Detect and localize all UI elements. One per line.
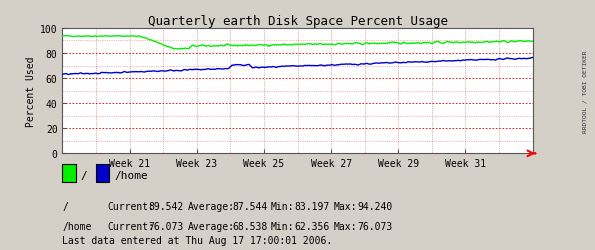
Text: 87.544: 87.544 <box>232 201 267 211</box>
Text: /: / <box>80 170 87 180</box>
Text: /home: /home <box>62 221 92 231</box>
Y-axis label: Percent Used: Percent Used <box>26 56 36 126</box>
Text: 76.073: 76.073 <box>357 221 392 231</box>
Text: Current:: Current: <box>107 201 154 211</box>
Text: Average:: Average: <box>187 221 234 231</box>
Title: Quarterly earth Disk Space Percent Usage: Quarterly earth Disk Space Percent Usage <box>148 15 447 28</box>
Text: Min:: Min: <box>271 221 294 231</box>
Text: 76.073: 76.073 <box>149 221 184 231</box>
Text: RRDTOOL / TOBI OETIKER: RRDTOOL / TOBI OETIKER <box>583 50 588 132</box>
Text: Last data entered at Thu Aug 17 17:00:01 2006.: Last data entered at Thu Aug 17 17:00:01… <box>62 235 333 245</box>
Text: 83.197: 83.197 <box>295 201 330 211</box>
Text: 62.356: 62.356 <box>295 221 330 231</box>
Text: Max:: Max: <box>333 221 356 231</box>
Text: /home: /home <box>114 170 148 180</box>
Text: 94.240: 94.240 <box>357 201 392 211</box>
Text: 68.538: 68.538 <box>232 221 267 231</box>
Text: Min:: Min: <box>271 201 294 211</box>
Text: Current:: Current: <box>107 221 154 231</box>
Text: Average:: Average: <box>187 201 234 211</box>
Text: /: / <box>62 201 68 211</box>
Text: 89.542: 89.542 <box>149 201 184 211</box>
Text: Max:: Max: <box>333 201 356 211</box>
